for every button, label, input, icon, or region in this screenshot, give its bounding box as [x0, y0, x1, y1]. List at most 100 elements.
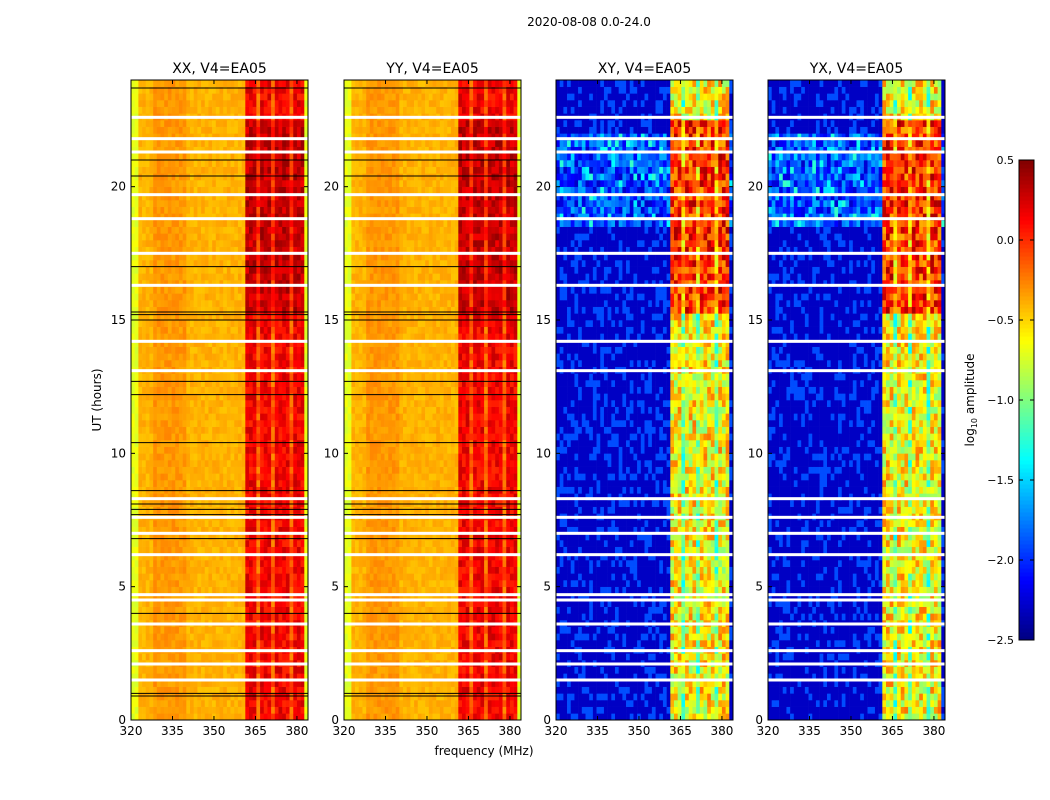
heatmap-cell — [297, 480, 301, 487]
heatmap-cell — [161, 500, 165, 507]
heatmap-cell — [168, 127, 172, 134]
heatmap-cell — [172, 300, 176, 307]
heatmap-cell — [138, 693, 142, 700]
heatmap-cell — [279, 580, 283, 587]
heatmap-cell — [208, 467, 212, 474]
heatmap-cell — [208, 320, 212, 327]
heatmap-cell — [194, 267, 198, 274]
heatmap-cell — [135, 187, 139, 194]
heatmap-cell — [161, 173, 165, 180]
heatmap-cell — [146, 653, 150, 660]
heatmap-cell — [153, 700, 157, 707]
heatmap-cell — [253, 453, 257, 460]
heatmap-cell — [396, 693, 400, 700]
heatmap-cell — [164, 700, 168, 707]
heatmap-cell — [290, 607, 294, 614]
heatmap-cell — [301, 507, 305, 514]
heatmap-cell — [271, 547, 275, 554]
heatmap-cell — [208, 520, 212, 527]
heatmap-cell — [253, 180, 257, 187]
heatmap-cell — [282, 360, 286, 367]
heatmap-cell — [301, 287, 305, 294]
heatmap-cell — [175, 287, 179, 294]
heatmap-cell — [260, 440, 264, 447]
heatmap-cell — [282, 327, 286, 334]
heatmap-cell — [275, 687, 279, 694]
heatmap-cell — [275, 260, 279, 267]
heatmap-cell — [205, 240, 209, 247]
heatmap-cell — [194, 633, 198, 640]
heatmap-cell — [290, 453, 294, 460]
heatmap-cell — [157, 473, 161, 480]
heatmap-cell — [286, 713, 290, 720]
heatmap-cell — [164, 707, 168, 714]
heatmap-cell — [260, 140, 264, 147]
heatmap-cell — [194, 573, 198, 580]
heatmap-cell — [208, 540, 212, 547]
heatmap-cell — [168, 307, 172, 314]
heatmap-cell — [245, 187, 249, 194]
heatmap-cell — [249, 693, 253, 700]
heatmap-cell — [131, 327, 135, 334]
heatmap-cell — [223, 300, 227, 307]
heatmap-cell — [260, 547, 264, 554]
heatmap-cell — [290, 400, 294, 407]
heatmap-cell — [186, 713, 190, 720]
heatmap-cell — [153, 400, 157, 407]
heatmap-cell — [161, 427, 165, 434]
heatmap-cell — [168, 667, 172, 674]
heatmap-cell — [301, 713, 305, 720]
heatmap-cell — [164, 320, 168, 327]
heatmap-cell — [190, 640, 194, 647]
heatmap-cell — [168, 140, 172, 147]
heatmap-cell — [164, 327, 168, 334]
heatmap-cell — [253, 460, 257, 467]
heatmap-cell — [220, 440, 224, 447]
heatmap-cell — [205, 233, 209, 240]
heatmap-cell — [231, 580, 235, 587]
heatmap-cell — [157, 500, 161, 507]
heatmap-cell — [168, 100, 172, 107]
heatmap-cell — [138, 127, 142, 134]
heatmap-cell — [256, 440, 260, 447]
heatmap-cell — [245, 580, 249, 587]
heatmap-cell — [301, 633, 305, 640]
heatmap-cell — [462, 713, 466, 720]
heatmap-cell — [234, 413, 238, 420]
heatmap-cell — [216, 160, 220, 167]
heatmap-cell — [249, 140, 253, 147]
heatmap-cell — [396, 713, 400, 720]
heatmap-cell — [231, 607, 235, 614]
heatmap-cell — [271, 160, 275, 167]
heatmap-cell — [205, 567, 209, 574]
heatmap-cell — [153, 307, 157, 314]
heatmap-cell — [223, 360, 227, 367]
heatmap-cell — [194, 440, 198, 447]
heatmap-cell — [190, 713, 194, 720]
heatmap-cell — [131, 700, 135, 707]
heatmap-cell — [271, 207, 275, 214]
heatmap-cell — [164, 573, 168, 580]
heatmap-cell — [253, 653, 257, 660]
heatmap-cell — [216, 467, 220, 474]
heatmap-cell — [164, 227, 168, 234]
heatmap-cell — [138, 400, 142, 407]
heatmap-cell — [146, 447, 150, 454]
heatmap-cell — [242, 633, 246, 640]
heatmap-cell — [286, 240, 290, 247]
heatmap-cell — [275, 713, 279, 720]
heatmap-cell — [168, 120, 172, 127]
heatmap-cell — [286, 473, 290, 480]
heatmap-cell — [231, 80, 235, 87]
heatmap-cell — [282, 207, 286, 214]
heatmap-cell — [201, 273, 205, 280]
heatmap-cell — [205, 273, 209, 280]
heatmap-cell — [267, 173, 271, 180]
heatmap-cell — [267, 107, 271, 114]
heatmap-cell — [146, 333, 150, 340]
heatmap-cell — [267, 687, 271, 694]
heatmap-cell — [153, 80, 157, 87]
heatmap-cell — [245, 407, 249, 414]
heatmap-cell — [208, 707, 212, 714]
heatmap-cell — [249, 200, 253, 207]
